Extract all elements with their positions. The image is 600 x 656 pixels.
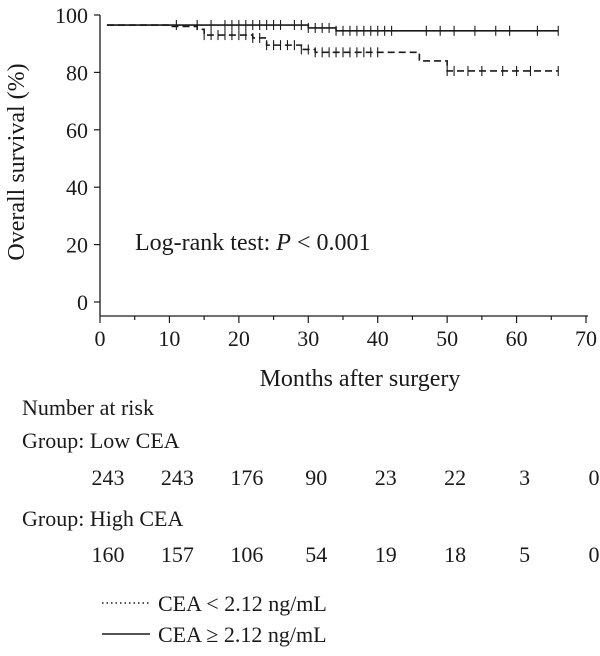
- y-tick-label: 0: [77, 290, 88, 315]
- risk-value: 23: [375, 465, 397, 490]
- risk-value: 176: [230, 465, 263, 490]
- risk-value: 243: [161, 465, 194, 490]
- x-tick-label: 10: [158, 326, 180, 351]
- x-tick-label: 50: [436, 326, 458, 351]
- risk-value: 157: [161, 542, 194, 567]
- log-rank-suffix: < 0.001: [291, 230, 371, 256]
- legend: CEA < 2.12 ng/mL CEA ≥ 2.12 ng/mL: [102, 591, 327, 647]
- number-at-risk-table: Number at risk Group: Low CEA Group: Hig…: [22, 395, 600, 567]
- log-rank-annotation: Log-rank test: P < 0.001: [135, 230, 371, 256]
- legend-label-high: CEA ≥ 2.12 ng/mL: [158, 622, 327, 647]
- risk-value: 5: [519, 542, 530, 567]
- risk-value: 0: [589, 542, 600, 567]
- risk-group-high-label: Group: High CEA: [22, 506, 183, 531]
- risk-value: 22: [444, 465, 466, 490]
- risk-value: 54: [305, 542, 327, 567]
- chart-axes: 0 20 40 60 80 100 0 10 20 30 40 50 60 70: [55, 3, 597, 351]
- x-tick-label: 20: [228, 326, 250, 351]
- risk-group-low-label: Group: Low CEA: [22, 428, 180, 453]
- y-tick-label: 100: [55, 3, 88, 28]
- risk-value: 18: [444, 542, 466, 567]
- survival-curve-high-cea: [106, 24, 559, 72]
- y-tick-label: 60: [66, 118, 88, 143]
- y-axis-label: Overall survival (%): [4, 63, 30, 260]
- x-tick-label: 0: [95, 326, 106, 351]
- x-axis-label: Months after surgery: [260, 366, 461, 392]
- x-tick-label: 40: [367, 326, 389, 351]
- y-tick-label: 40: [66, 175, 88, 200]
- risk-value: 160: [92, 542, 125, 567]
- x-tick-label: 30: [297, 326, 319, 351]
- survival-curves: [106, 20, 559, 76]
- risk-value: 3: [519, 465, 530, 490]
- risk-value: 0: [589, 465, 600, 490]
- risk-value: 19: [375, 542, 397, 567]
- risk-value: 243: [92, 465, 125, 490]
- risk-value: 106: [230, 542, 263, 567]
- risk-value: 90: [305, 465, 327, 490]
- legend-label-low: CEA < 2.12 ng/mL: [158, 591, 327, 616]
- risk-table-title: Number at risk: [22, 395, 154, 420]
- log-rank-prefix: Log-rank test:: [135, 230, 276, 256]
- x-tick-label: 60: [506, 326, 528, 351]
- log-rank-p-symbol: P: [275, 230, 291, 256]
- y-tick-label: 20: [66, 233, 88, 258]
- risk-values: 243 243 176 90 23 22 3 0 160 157 106 54 19 18 5 0: [92, 465, 600, 567]
- y-tick-label: 80: [66, 60, 88, 85]
- x-tick-label: 70: [575, 326, 597, 351]
